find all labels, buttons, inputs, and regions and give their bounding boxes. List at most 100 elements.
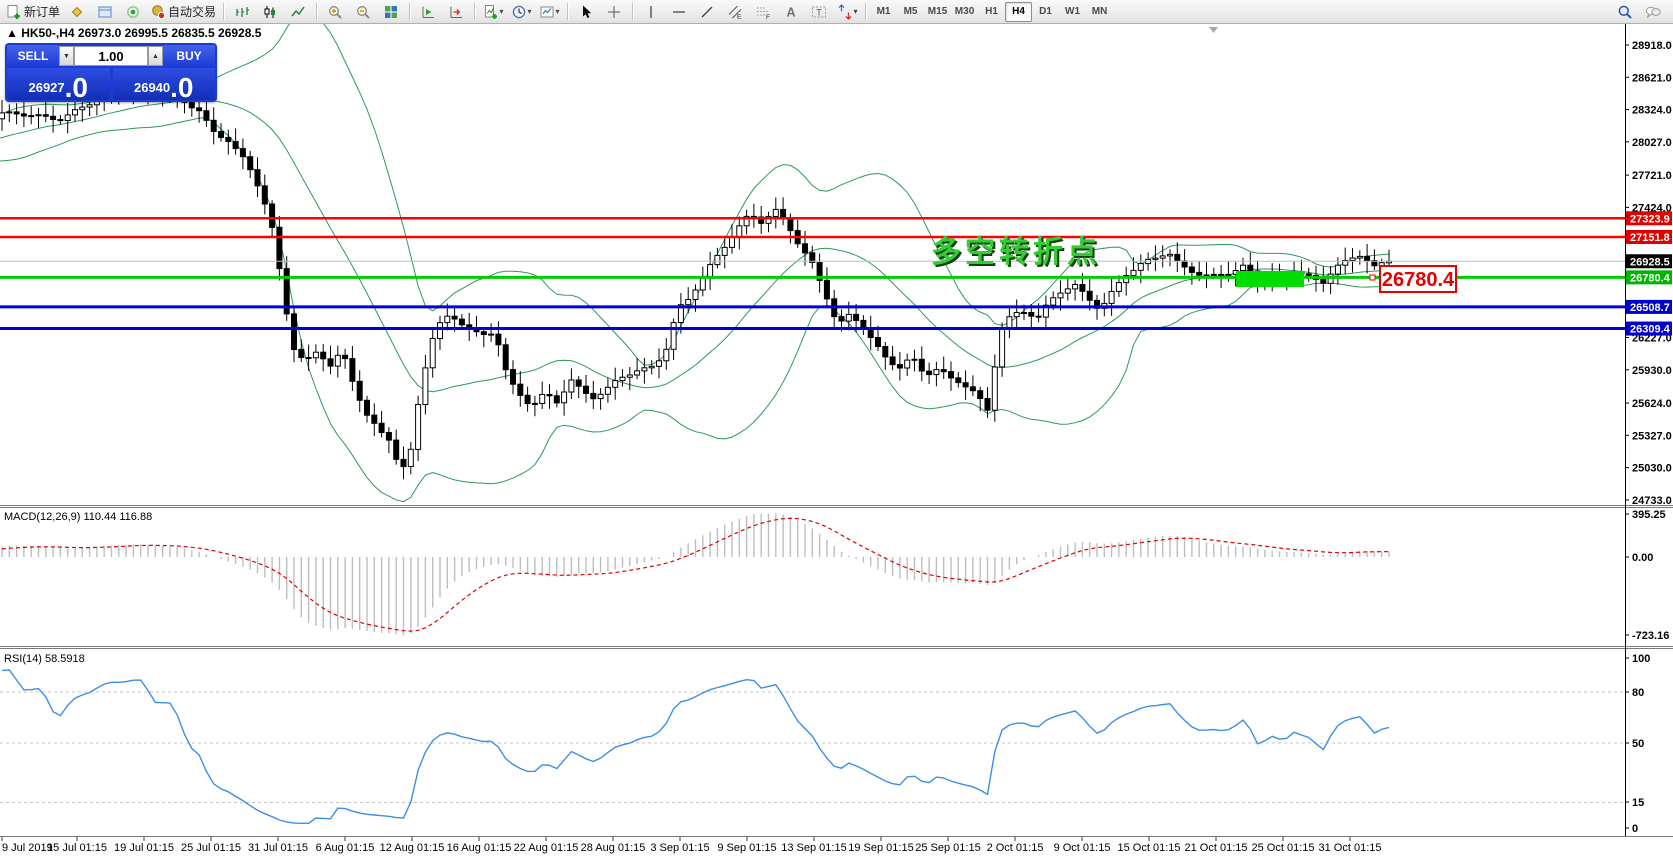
templates-button[interactable]: ▾ xyxy=(535,1,563,23)
timeframe-M5[interactable]: M5 xyxy=(903,6,918,17)
price-chart[interactable]: 多空转折点多空转折点26780.428918.028621.028324.028… xyxy=(0,24,1673,857)
auto-scroll-button[interactable] xyxy=(414,1,442,23)
buy-price-panel[interactable]: 26940.0 xyxy=(112,68,215,103)
search-icon xyxy=(1617,4,1633,20)
line-selection-handle[interactable] xyxy=(1369,274,1376,281)
cursor-button[interactable] xyxy=(572,1,600,23)
svg-text:27721.0: 27721.0 xyxy=(1632,170,1672,182)
sell-price-panel[interactable]: 26927.0 xyxy=(7,68,110,103)
svg-text:25327.0: 25327.0 xyxy=(1632,430,1672,442)
market-watch-icon xyxy=(69,4,85,20)
svg-text:9 Sep 01:15: 9 Sep 01:15 xyxy=(717,842,776,854)
buy-price: 26940 xyxy=(133,80,171,95)
sell-price-big-digit: .0 xyxy=(64,72,88,103)
price-callout-box[interactable] xyxy=(1379,265,1457,293)
text-button[interactable]: A xyxy=(777,1,805,23)
svg-text:80: 80 xyxy=(1632,687,1644,699)
annotation-shadow: 多空转折点 xyxy=(933,238,1103,271)
svg-text:50: 50 xyxy=(1632,738,1644,750)
svg-text:28324.0: 28324.0 xyxy=(1632,105,1672,117)
templates-icon xyxy=(539,4,555,20)
volume-increase-button[interactable]: ▲ xyxy=(148,46,163,66)
chart-shift-marker[interactable] xyxy=(1209,27,1218,33)
new-order-button[interactable]: 新订单 xyxy=(3,1,63,23)
navigator-button[interactable] xyxy=(119,1,147,23)
svg-text:6 Aug 01:15: 6 Aug 01:15 xyxy=(316,842,375,854)
hline-button[interactable] xyxy=(665,1,693,23)
toolbar-separator xyxy=(409,3,411,20)
zoom-out-button[interactable] xyxy=(349,1,377,23)
periods-button[interactable]: ▾ xyxy=(507,1,535,23)
trendline-button[interactable] xyxy=(693,1,721,23)
svg-text:26309.4: 26309.4 xyxy=(1630,324,1671,336)
timeframe-M30[interactable]: M30 xyxy=(954,6,975,17)
caret-down-icon: ▼ xyxy=(63,52,70,60)
timeframe-M15[interactable]: M15 xyxy=(927,6,948,17)
volume-decrease-button[interactable]: ▼ xyxy=(59,46,74,66)
label-icon: T xyxy=(811,4,827,20)
text-icon: A xyxy=(783,4,799,20)
cursor-icon xyxy=(578,4,594,20)
timeframe-M1[interactable]: M1 xyxy=(876,6,891,17)
line-chart-button[interactable] xyxy=(284,1,312,23)
svg-text:27323.9: 27323.9 xyxy=(1630,213,1670,225)
indicators-button[interactable]: ▾ xyxy=(479,1,507,23)
fibonacci-button[interactable]: F xyxy=(749,1,777,23)
rsi-label: RSI(14) 58.5918 xyxy=(4,653,85,665)
svg-text:25 Jul 01:15: 25 Jul 01:15 xyxy=(181,842,241,854)
svg-text:395.25: 395.25 xyxy=(1632,509,1666,521)
bar-chart-button[interactable] xyxy=(228,1,256,23)
svg-text:3 Sep 01:15: 3 Sep 01:15 xyxy=(650,842,709,854)
chat-button[interactable] xyxy=(1639,1,1667,23)
candlestick-button[interactable] xyxy=(256,1,284,23)
price-tag-26928.5 xyxy=(1626,254,1672,269)
crosshair-icon xyxy=(606,4,622,20)
shapes-button[interactable]: ▾ xyxy=(833,1,861,23)
price-axis[interactable]: 28918.028621.028324.028027.027721.027424… xyxy=(1625,40,1672,835)
svg-text:-723.16: -723.16 xyxy=(1632,630,1669,642)
timeframe-W1[interactable]: W1 xyxy=(1065,6,1081,17)
hline-icon xyxy=(671,4,687,20)
sell-button[interactable]: SELL xyxy=(7,45,59,67)
data-window-button[interactable] xyxy=(91,1,119,23)
macd-signal-line xyxy=(1,517,1390,632)
timeframe-D1[interactable]: D1 xyxy=(1039,6,1052,17)
svg-text:19 Jul 01:15: 19 Jul 01:15 xyxy=(114,842,174,854)
channel-icon: E xyxy=(727,4,743,20)
channel-button[interactable]: E xyxy=(721,1,749,23)
buy-button[interactable]: BUY xyxy=(163,45,215,67)
svg-text:21 Oct 01:15: 21 Oct 01:15 xyxy=(1185,842,1248,854)
svg-text:9 Jul 2019: 9 Jul 2019 xyxy=(2,842,53,854)
timeframe-H1[interactable]: H1 xyxy=(985,6,998,17)
timeframe-H4[interactable]: H4 xyxy=(1005,1,1033,22)
chart-area[interactable]: ▲ HK50-,H4 26973.0 26995.5 26835.5 26928… xyxy=(0,24,1673,857)
svg-text:25 Sep 01:15: 25 Sep 01:15 xyxy=(915,842,980,854)
chart-annotation-text[interactable]: 多空转折点 xyxy=(931,236,1101,269)
chart-shift-button[interactable] xyxy=(442,1,470,23)
rsi-line xyxy=(1,669,1390,824)
crosshair-button[interactable] xyxy=(600,1,628,23)
macd-pane[interactable] xyxy=(1,513,1390,635)
buy-price-big-digit: .0 xyxy=(170,72,194,103)
svg-text:13 Sep 01:15: 13 Sep 01:15 xyxy=(781,842,846,854)
vline-button[interactable] xyxy=(637,1,665,23)
periods-icon xyxy=(511,4,527,20)
label-button[interactable]: T xyxy=(805,1,833,23)
line-chart-icon xyxy=(290,4,306,20)
autotrade-button[interactable]: 自动交易 xyxy=(147,1,219,23)
tile-windows-button[interactable] xyxy=(377,1,405,23)
svg-text:0: 0 xyxy=(1632,823,1638,835)
zoom-in-button[interactable] xyxy=(321,1,349,23)
search-button[interactable] xyxy=(1611,1,1639,23)
volume-input[interactable]: 1.00 xyxy=(74,46,148,66)
timeframe-MN[interactable]: MN xyxy=(1091,6,1108,17)
svg-text:15 Oct 01:15: 15 Oct 01:15 xyxy=(1118,842,1181,854)
market-watch-button[interactable] xyxy=(63,1,91,23)
rsi-pane[interactable] xyxy=(0,669,1625,824)
highlight-rectangle[interactable] xyxy=(1236,271,1304,287)
toolbar-separator xyxy=(474,3,476,20)
svg-text:16 Aug 01:15: 16 Aug 01:15 xyxy=(447,842,512,854)
chevron-down-icon: ▾ xyxy=(555,7,560,16)
